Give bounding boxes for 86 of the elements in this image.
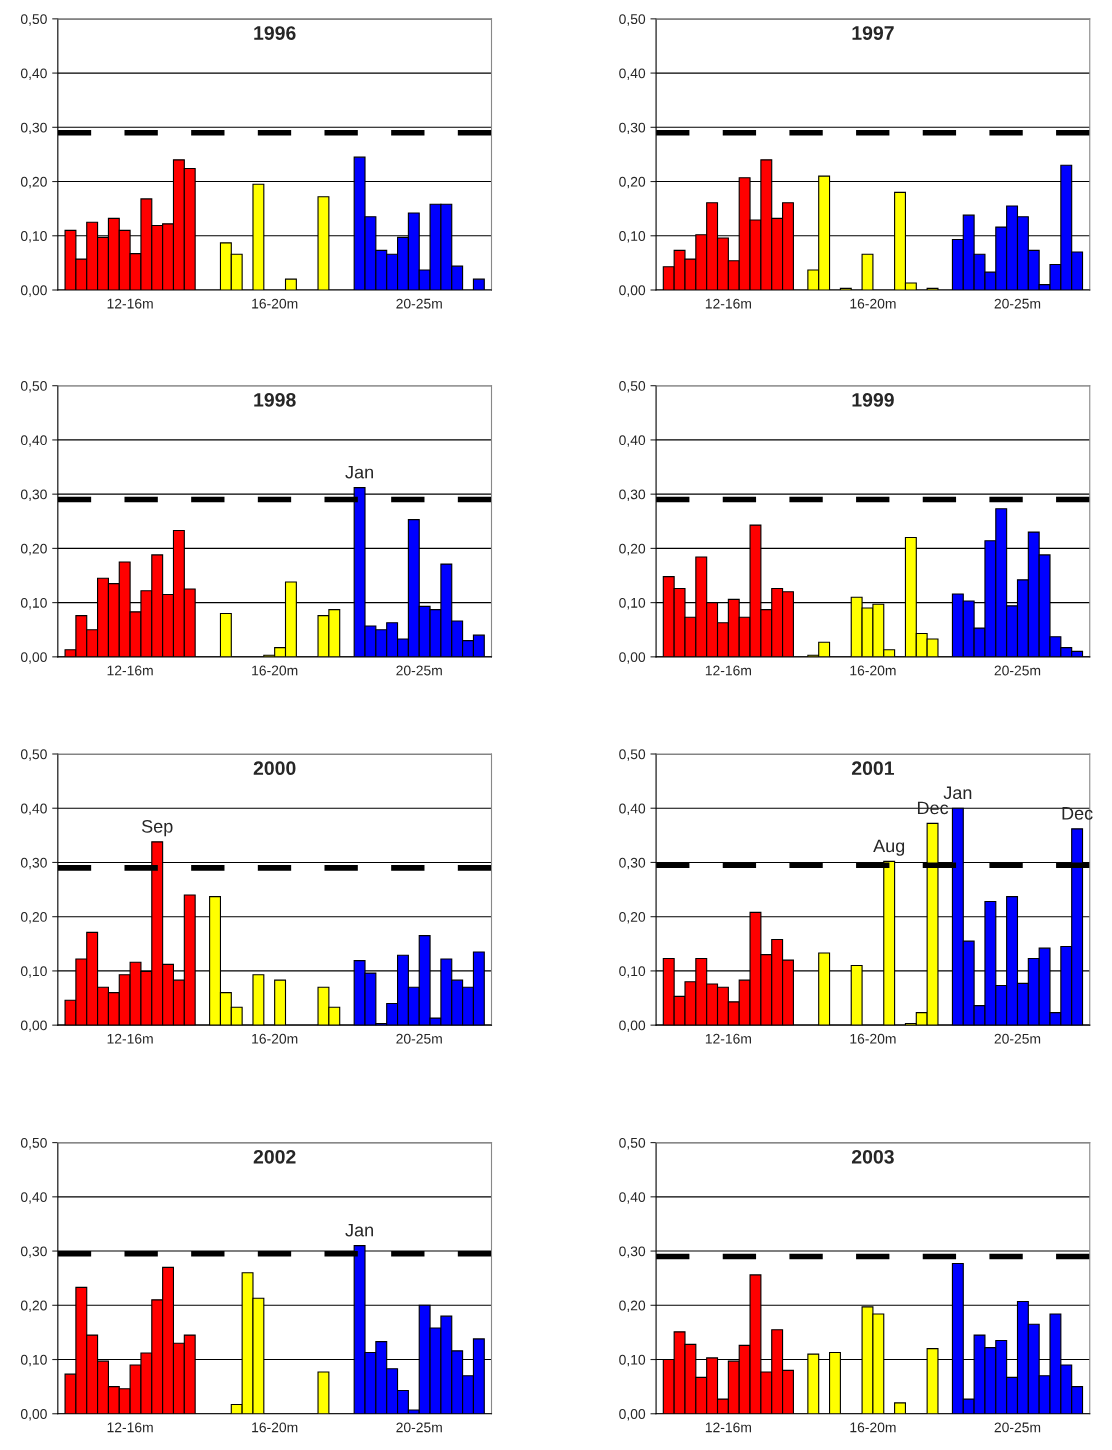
y-tick-label: 0,10 (619, 597, 646, 610)
y-tick-label: 0,10 (619, 966, 646, 978)
y-tick-label: 0,20 (619, 912, 646, 924)
y-tick-label: 0,40 (619, 68, 646, 80)
x-tick-label: 16-20m (252, 665, 298, 676)
x-tick-label: 12-16m (705, 665, 751, 676)
x-tick-label: 16-20m (252, 1033, 298, 1044)
y-tick-label: 0,20 (20, 912, 47, 924)
chart-title: 1996 (254, 26, 296, 40)
x-tick-label: 16-20m (850, 1422, 896, 1433)
x-tick-label: 20-25m (396, 298, 442, 309)
y-tick-label: 0,20 (20, 1300, 47, 1313)
y-tick-label: 0,40 (619, 1192, 646, 1204)
annotation: Sep (141, 819, 173, 837)
x-tick-label: 20-25m (396, 665, 442, 676)
x-tick-label: 20-25m (994, 665, 1041, 676)
y-tick-label: 0,30 (619, 1246, 646, 1258)
y-tick-label: 0,30 (20, 1246, 47, 1258)
y-tick-label: 0,50 (20, 749, 47, 761)
x-tick-label: 16-20m (252, 1422, 298, 1433)
x-tick-label: 12-16m (705, 1422, 751, 1433)
chart-title: 1997 (852, 26, 894, 40)
y-tick-label: 0,30 (619, 489, 646, 501)
y-tick-label: 0,40 (20, 435, 47, 447)
y-tick-label: 0,20 (619, 1300, 646, 1313)
y-tick-label: 0,20 (619, 543, 646, 556)
y-tick-label: 0,40 (20, 803, 47, 816)
annotation: Jan (943, 786, 972, 800)
y-tick-label: 0,40 (619, 803, 646, 816)
y-tick-label: 0,00 (20, 1409, 47, 1421)
x-tick-label: 12-16m (107, 1033, 153, 1044)
y-tick-label: 0,40 (619, 435, 646, 447)
x-tick-label: 12-16m (705, 1033, 751, 1044)
y-tick-label: 0,50 (20, 1137, 47, 1150)
y-tick-label: 0,40 (20, 1192, 47, 1204)
y-tick-label: 0,50 (20, 381, 47, 393)
x-tick-label: 16-20m (252, 298, 298, 309)
x-tick-label: 20-25m (994, 1033, 1041, 1044)
y-tick-label: 0,50 (619, 381, 646, 393)
y-tick-label: 0,40 (20, 68, 47, 80)
y-tick-label: 0,50 (619, 749, 646, 761)
x-tick-label: 12-16m (107, 298, 153, 309)
x-tick-label: 20-25m (994, 298, 1041, 309)
chart-title: 2001 (851, 761, 895, 776)
annotation: Jan (345, 465, 373, 479)
y-tick-label: 0,00 (619, 285, 646, 297)
x-tick-label: 16-20m (850, 298, 896, 309)
y-tick-label: 0,20 (619, 176, 646, 189)
chart-title: 2002 (253, 1149, 296, 1164)
y-tick-label: 0,20 (20, 543, 47, 556)
y-tick-label: 0,10 (619, 231, 646, 243)
annotation: Dec (1062, 807, 1093, 820)
y-tick-label: 0,00 (619, 652, 646, 664)
y-tick-label: 0,10 (20, 597, 47, 610)
chart-title: 1998 (254, 392, 296, 407)
x-tick-label: 20-25m (396, 1033, 442, 1044)
y-tick-label: 0,10 (20, 1354, 47, 1367)
y-tick-label: 0,30 (619, 857, 646, 870)
y-tick-label: 0,30 (20, 489, 47, 501)
chart-title: 2000 (253, 761, 296, 776)
y-tick-label: 0,00 (619, 1409, 646, 1421)
x-tick-label: 16-20m (850, 665, 896, 676)
y-tick-label: 0,30 (619, 122, 646, 135)
chart-title: 1999 (852, 392, 894, 407)
y-tick-label: 0,10 (20, 231, 47, 243)
x-tick-label: 20-25m (994, 1422, 1041, 1433)
x-tick-label: 12-16m (107, 1422, 153, 1433)
y-tick-label: 0,50 (619, 1137, 646, 1150)
y-tick-label: 0,30 (20, 857, 47, 870)
y-tick-label: 0,50 (20, 14, 47, 26)
y-tick-label: 0,00 (20, 1020, 47, 1032)
y-tick-label: 0,00 (20, 285, 47, 297)
x-tick-label: 12-16m (705, 298, 751, 309)
y-tick-label: 0,00 (619, 1020, 646, 1032)
x-tick-label: 12-16m (107, 665, 153, 676)
y-tick-label: 0,30 (20, 122, 47, 135)
x-tick-label: 20-25m (396, 1422, 442, 1433)
x-tick-label: 16-20m (850, 1033, 896, 1044)
annotation: Aug (873, 839, 905, 856)
y-tick-label: 0,50 (619, 14, 646, 26)
y-tick-label: 0,00 (20, 652, 47, 664)
y-tick-label: 0,10 (20, 966, 47, 978)
chart-title: 2003 (851, 1149, 894, 1164)
y-tick-label: 0,20 (20, 176, 47, 189)
y-tick-label: 0,10 (619, 1354, 646, 1367)
annotation: Jan (345, 1223, 373, 1237)
